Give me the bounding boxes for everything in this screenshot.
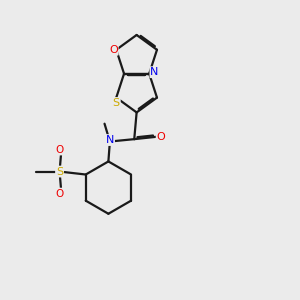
Text: N: N [106,135,114,145]
Text: O: O [56,145,64,154]
Text: S: S [113,98,120,108]
Text: N: N [150,67,159,77]
Text: O: O [109,45,118,55]
Text: O: O [56,188,64,199]
Text: S: S [56,167,63,176]
Text: O: O [157,132,165,142]
